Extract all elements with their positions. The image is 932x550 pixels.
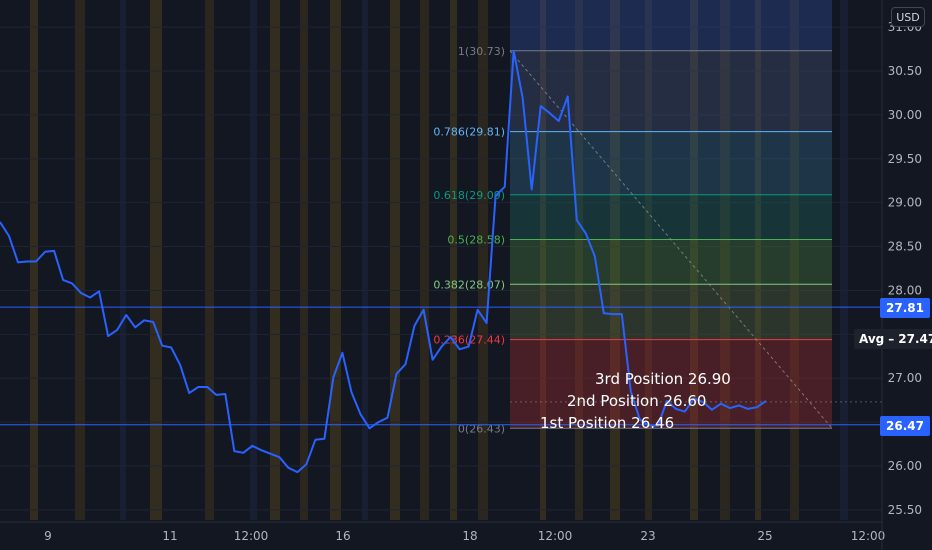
fib-level-label: 1(30.73) [458,45,505,58]
background-band [330,0,341,520]
background-band [720,0,730,520]
background-band [840,0,848,520]
y-tick-label: 28.50 [888,240,922,254]
background-band [420,0,429,520]
fib-zone [510,131,832,195]
fib-zone [510,339,832,429]
y-tick-label: 30.00 [888,108,922,122]
price-series-line [0,49,767,474]
background-band [610,0,620,520]
y-tick-label: 27.00 [888,371,922,385]
fib-level-label: 0.786(29.81) [433,126,505,139]
background-band [790,0,799,520]
y-tick-label: 28.00 [888,283,922,297]
x-tick-label: 11 [162,529,177,543]
background-band [755,0,761,520]
avg-price-tag: Avg – 27.47 [854,329,932,349]
position-annotation: 2nd Position 26.60 [567,392,706,410]
x-tick-label: 12:00 [234,529,269,543]
fib-trend-line [509,50,833,429]
background-band [575,0,583,520]
background-band [450,0,457,520]
y-tick-label: 29.00 [888,196,922,210]
price-tag-lower: 26.47 [880,416,930,436]
background-band [390,0,400,520]
x-tick-label: 25 [757,529,772,543]
background-band [690,0,698,520]
x-tick-label: 18 [462,529,477,543]
fib-upper-zone [510,0,832,51]
background-band [540,0,546,520]
y-tick-label: 25.50 [888,503,922,517]
background-band [120,0,126,520]
fib-level-label: 0.382(28.07) [433,278,505,291]
avg-label: Avg [859,332,885,346]
fib-zone [510,239,832,285]
background-band [75,0,85,520]
background-band [645,0,652,520]
currency-selector[interactable]: USD [891,7,925,27]
background-band [250,0,257,520]
fib-level-label: 0(26.43) [458,422,505,435]
price-tag-upper: 27.81 [880,298,930,318]
background-band [30,0,38,520]
background-band [270,0,280,520]
fib-level-label: 0.5(28.58) [447,234,505,247]
fib-zone [510,50,832,132]
position-annotation: 1st Position 26.46 [540,414,674,432]
x-tick-label: 12:00 [538,529,573,543]
background-band [478,0,488,520]
fib-level-label: 0.618(29.09) [433,189,505,202]
y-tick-label: 30.50 [888,64,922,78]
x-tick-label: 23 [640,529,655,543]
fib-zone [510,284,832,340]
background-band [205,0,214,520]
x-tick-label: 9 [44,529,52,543]
avg-value: 27.47 [898,332,932,346]
background-band [300,0,308,520]
fib-zone [510,194,832,240]
position-annotation: 3rd Position 26.90 [595,370,731,388]
avg-separator: – [888,332,895,346]
y-tick-label: 26.00 [888,459,922,473]
y-tick-label: 29.50 [888,152,922,166]
background-band [150,0,162,520]
x-tick-label: 16 [335,529,350,543]
background-band [362,0,368,520]
x-tick-label: 12:00 [851,529,886,543]
